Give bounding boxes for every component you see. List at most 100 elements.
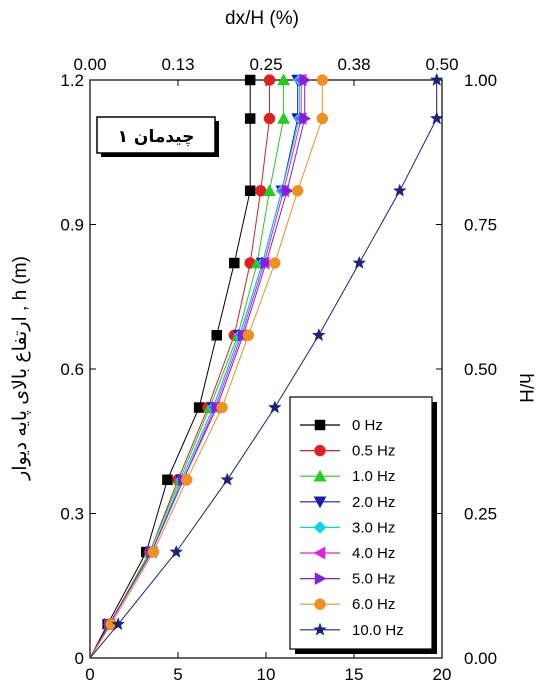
legend-label: 10.0 Hz xyxy=(352,622,404,639)
data-point xyxy=(429,72,444,86)
series-line xyxy=(89,80,300,659)
legend-items: 0 Hz 0.5 Hz 1.0 Hz 2.0 Hz 3.0 Hz 4.0 Hz 5.0 Hz… xyxy=(300,417,404,639)
legend-box xyxy=(289,396,433,650)
left-tick-label: 0.9 xyxy=(60,216,84,235)
data-point xyxy=(311,328,326,342)
left-tick-label: 0.3 xyxy=(60,505,84,524)
legend-item: 5.0 Hz xyxy=(300,571,395,588)
data-point xyxy=(111,617,126,631)
series-line xyxy=(89,80,306,659)
series-10-0-hz xyxy=(89,72,444,659)
top-tick-label: 0.00 xyxy=(73,55,106,74)
legend-item: 2.0 Hz xyxy=(300,494,395,511)
data-point xyxy=(267,400,282,414)
data-point xyxy=(392,183,407,197)
series-line xyxy=(89,80,302,659)
right-tick-label: 1.00 xyxy=(464,71,497,90)
callout: چیدمان ۱ xyxy=(96,116,219,157)
legend-item: 0.5 Hz xyxy=(300,443,395,460)
callout-box xyxy=(96,116,216,154)
series-6-0-hz xyxy=(89,74,329,659)
bottom-tick-label: 15 xyxy=(345,665,364,684)
series-line xyxy=(89,80,438,659)
series-line xyxy=(89,80,299,659)
data-point xyxy=(263,184,276,197)
legend-item: 6.0 Hz xyxy=(300,596,395,613)
legend-marker xyxy=(314,598,326,610)
data-point xyxy=(429,111,444,125)
right-tick-label: 0.25 xyxy=(464,505,497,524)
data-point xyxy=(263,74,276,86)
legend-marker xyxy=(313,546,326,560)
legend: 0 Hz 0.5 Hz 1.0 Hz 2.0 Hz 3.0 Hz 4.0 Hz 5.0 Hz… xyxy=(289,396,437,654)
data-point xyxy=(169,544,184,558)
data-point xyxy=(181,474,193,486)
series-3-0-hz xyxy=(89,73,306,659)
data-point xyxy=(162,474,173,486)
top-tick-label: 0.38 xyxy=(337,55,370,74)
data-point xyxy=(260,256,273,270)
series-line xyxy=(89,80,251,659)
left-axis-title: ارتفاع بالای پایه دیوار , h (m) xyxy=(10,256,31,481)
left-tick-label: 0.6 xyxy=(60,360,84,379)
series-line xyxy=(89,80,270,659)
right-tick-label: 0.50 xyxy=(464,360,497,379)
series-2-0-hz xyxy=(89,74,305,659)
legend-label: 3.0 Hz xyxy=(352,519,395,536)
legend-marker xyxy=(314,444,326,457)
right-tick-label: 0.00 xyxy=(464,649,497,668)
series-line xyxy=(89,80,323,659)
legend-marker xyxy=(313,521,327,534)
bottom-tick-label: 20 xyxy=(433,665,452,684)
series-0-5-hz xyxy=(89,74,276,659)
data-point xyxy=(147,546,160,558)
data-point xyxy=(244,185,256,197)
data-point xyxy=(299,73,312,87)
legend-item: 0 Hz xyxy=(300,417,383,434)
series-1-0-hz xyxy=(89,73,291,659)
series-5-0-hz xyxy=(89,73,312,659)
data-point xyxy=(316,74,329,86)
bottom-tick-label: 10 xyxy=(257,665,276,684)
right-axis-title: h/H xyxy=(515,373,536,403)
bottom-tick-label: 0 xyxy=(85,665,94,684)
legend-label: 6.0 Hz xyxy=(352,596,395,613)
data-point xyxy=(211,330,222,341)
top-axis-title: dx/H (%) xyxy=(225,8,299,29)
legend-label: 5.0 Hz xyxy=(352,571,395,588)
data-point xyxy=(277,112,291,124)
data-point xyxy=(216,401,228,414)
series-4-0-hz xyxy=(89,73,307,659)
legend-label: 1.0 Hz xyxy=(352,468,395,485)
axis-tick-labels: 0 5 10 15 20 0.00 0.13 0.25 0.38 0.50 0 0.3 0.6 0.9 1.… xyxy=(60,55,497,684)
callout-text: چیدمان ۱ xyxy=(118,127,195,147)
data-point xyxy=(229,257,240,269)
series-line xyxy=(89,80,285,659)
left-tick-label: 0 xyxy=(75,649,84,668)
series-group xyxy=(89,72,444,659)
left-tick-label: 1.2 xyxy=(60,71,84,90)
data-point xyxy=(281,184,294,198)
data-point xyxy=(291,185,304,197)
legend-marker xyxy=(313,496,327,509)
data-point xyxy=(244,113,256,124)
data-point xyxy=(242,329,255,342)
legend-label: 2.0 Hz xyxy=(352,494,395,511)
legend-label: 0.5 Hz xyxy=(352,443,395,460)
legend-marker xyxy=(313,469,327,482)
legend-marker xyxy=(314,419,326,431)
legend-label: 0 Hz xyxy=(352,417,383,434)
legend-item: 4.0 Hz xyxy=(300,545,395,562)
data-point xyxy=(352,255,367,269)
data-point xyxy=(277,73,291,86)
top-tick-label: 0.13 xyxy=(161,55,194,74)
top-tick-label: 0.50 xyxy=(425,55,458,74)
bottom-tick-label: 5 xyxy=(173,665,182,684)
data-point xyxy=(269,257,281,269)
data-point xyxy=(220,472,235,486)
right-tick-label: 0.75 xyxy=(464,216,497,235)
legend-item: 10.0 Hz xyxy=(300,622,404,639)
top-tick-label: 0.25 xyxy=(249,55,282,74)
legend-item: 1.0 Hz xyxy=(300,468,395,485)
